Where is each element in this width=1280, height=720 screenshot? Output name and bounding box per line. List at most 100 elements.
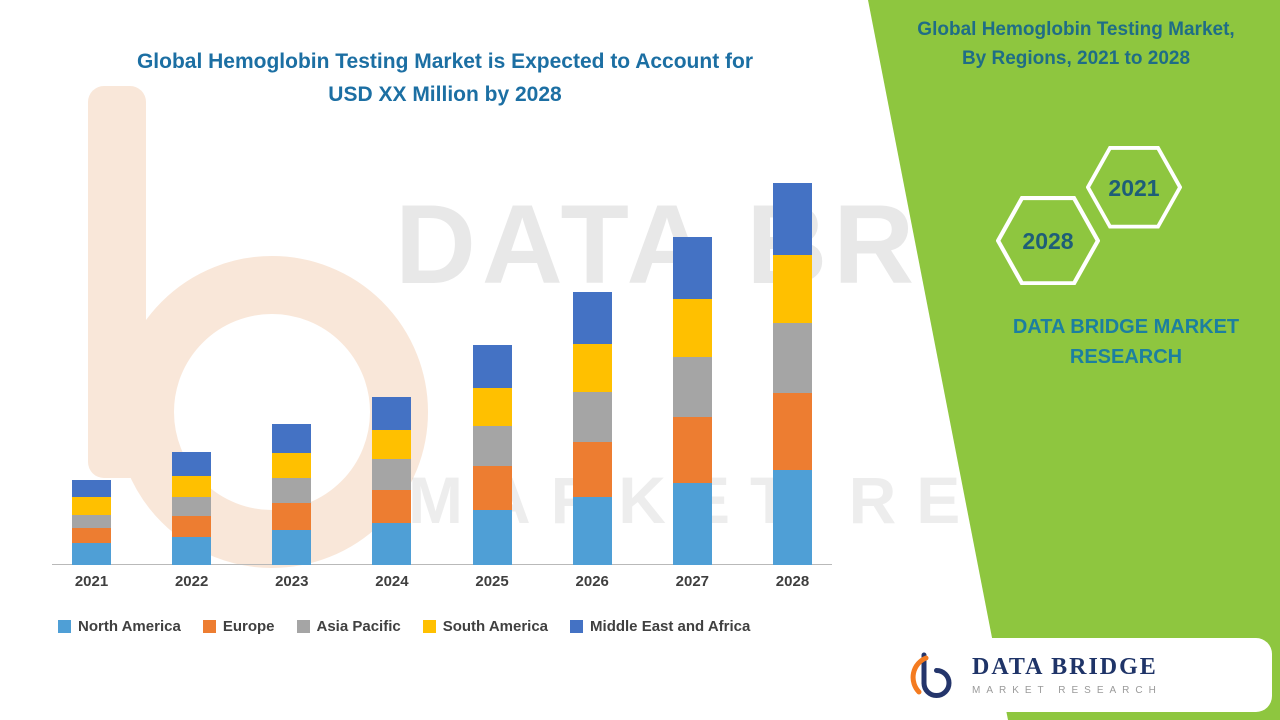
bar-segment-europe (372, 490, 412, 523)
bar-segment-middle-east-and-africa (372, 397, 412, 430)
bar-segment-middle-east-and-africa (472, 345, 512, 388)
bar-segment-europe (172, 516, 212, 537)
x-axis-label: 2026 (575, 573, 609, 590)
hexagon-outline-icon (1086, 146, 1182, 229)
bar-segment-europe (672, 417, 712, 483)
bar-group-2024: 2024 (372, 163, 412, 590)
hexagon-2021-label: 2021 (1108, 174, 1160, 201)
legend-item-north-america: North America (58, 618, 181, 635)
bar-segment-north-america (472, 510, 512, 565)
chart-title-line2: USD XX Million by 2028 (328, 82, 562, 106)
legend-item-middle-east-and-africa: Middle East and Africa (570, 618, 750, 635)
bar-segment-middle-east-and-africa (672, 237, 712, 299)
bar-segment-asia-pacific (72, 515, 111, 528)
bar-segment-asia-pacific (272, 478, 312, 503)
bar-stack (72, 480, 111, 565)
bar-segment-europe (772, 393, 812, 470)
x-axis-label: 2028 (775, 573, 810, 590)
bar-group-2026: 2026 (572, 163, 612, 590)
panel-brand-text: DATA BRIDGE MARKET RESEARCH (980, 312, 1272, 372)
hexagon-outline-icon (996, 196, 1100, 286)
bar-segment-north-america (572, 497, 612, 565)
bar-segment-north-america (772, 470, 812, 565)
bar-segment-south-america (472, 388, 512, 426)
chart-legend: North America Europe Asia Pacific South Ame… (58, 618, 750, 635)
bar-segment-north-america (172, 537, 212, 565)
bar-stack (172, 452, 212, 565)
panel-brand-line2: RESEARCH (1069, 346, 1183, 368)
bar-stack (472, 345, 512, 565)
bar-segment-south-america (672, 299, 712, 357)
bar-segment-asia-pacific (472, 426, 512, 466)
bar-segment-asia-pacific (572, 392, 612, 442)
legend-item-europe: Europe (202, 618, 275, 635)
legend-label: Middle East and Africa (590, 618, 751, 635)
bar-group-2022: 2022 (172, 163, 212, 590)
bar-segment-south-america (772, 255, 812, 323)
legend-label: North America (78, 618, 181, 635)
bar-segment-asia-pacific (372, 459, 412, 490)
bar-stack (272, 424, 312, 565)
bar-group-2027: 2027 (672, 163, 712, 590)
bar-segment-south-america (572, 344, 612, 392)
panel-brand-line1: DATA BRIDGE MARKET (1012, 316, 1240, 338)
bar-segment-north-america (272, 530, 312, 565)
bar-segment-asia-pacific (772, 323, 812, 393)
logo-sub-text: MARKET RESEARCH (972, 685, 1162, 696)
bar-segment-middle-east-and-africa (272, 424, 312, 453)
bar-group-2025: 2025 (472, 163, 512, 590)
legend-item-asia-pacific: Asia Pacific (296, 618, 401, 635)
legend-label: Asia Pacific (316, 618, 401, 635)
bar-segment-europe (472, 466, 512, 510)
bar-segment-north-america (72, 543, 111, 565)
legend-item-south-america: South America (422, 618, 549, 635)
legend-swatch-icon (58, 620, 71, 633)
bar-segment-europe (272, 503, 312, 530)
bar-segment-asia-pacific (172, 497, 212, 516)
bar-segment-south-america (172, 476, 212, 497)
legend-swatch-icon (296, 620, 310, 633)
x-axis-label: 2027 (675, 573, 710, 590)
x-axis-label: 2023 (275, 573, 309, 590)
x-axis-label: 2022 (174, 573, 209, 590)
legend-swatch-icon (422, 620, 436, 633)
logo-card: DATA BRIDGE MARKET RESEARCH (892, 638, 1272, 712)
x-axis-label: 2021 (74, 573, 109, 590)
stacked-bar-chart: 2021 2022 2023 2024 2025 2026 2027 2028 (52, 163, 832, 590)
bar-group-2028: 2028 (772, 163, 812, 590)
bar-group-2021: 2021 (72, 163, 111, 590)
databridge-logo-icon (910, 652, 952, 698)
panel-heading-line2: By Regions, 2021 to 2028 (961, 47, 1191, 69)
bar-segment-europe (572, 442, 612, 497)
bar-segment-north-america (672, 483, 712, 565)
bar-segment-middle-east-and-africa (572, 292, 612, 344)
bar-segment-middle-east-and-africa (172, 452, 212, 476)
hexagon-2028: 2028 (996, 196, 1100, 286)
bar-stack (372, 397, 412, 565)
bar-segment-south-america (272, 453, 312, 478)
bar-segment-south-america (372, 430, 412, 459)
x-axis-label: 2024 (375, 573, 409, 590)
legend-label: South America (442, 618, 549, 635)
legend-label: Europe (222, 618, 275, 635)
bar-segment-south-america (72, 497, 111, 515)
logo-texts: DATA BRIDGE MARKET RESEARCH (972, 654, 1162, 696)
hexagon-2021: 2021 (1086, 146, 1182, 230)
bar-segment-middle-east-and-africa (772, 183, 812, 255)
chart-title: Global Hemoglobin Testing Market is Expe… (40, 46, 850, 111)
hexagon-2028-label: 2028 (1022, 227, 1074, 254)
logo-brand-text: DATA BRIDGE (972, 654, 1158, 680)
panel-heading-line1: Global Hemoglobin Testing Market, (917, 19, 1235, 40)
bar-stack (672, 237, 712, 565)
bar-segment-middle-east-and-africa (72, 480, 111, 497)
bar-stack (772, 183, 812, 565)
bar-segment-north-america (372, 523, 412, 565)
panel-heading: Global Hemoglobin Testing Market, By Reg… (880, 16, 1272, 73)
chart-title-line1: Global Hemoglobin Testing Market is Expe… (136, 50, 754, 73)
legend-swatch-icon (570, 620, 584, 633)
bar-segment-asia-pacific (672, 357, 712, 417)
bar-segment-europe (72, 528, 111, 543)
x-axis-line (52, 564, 832, 565)
x-axis-label: 2025 (475, 573, 509, 590)
